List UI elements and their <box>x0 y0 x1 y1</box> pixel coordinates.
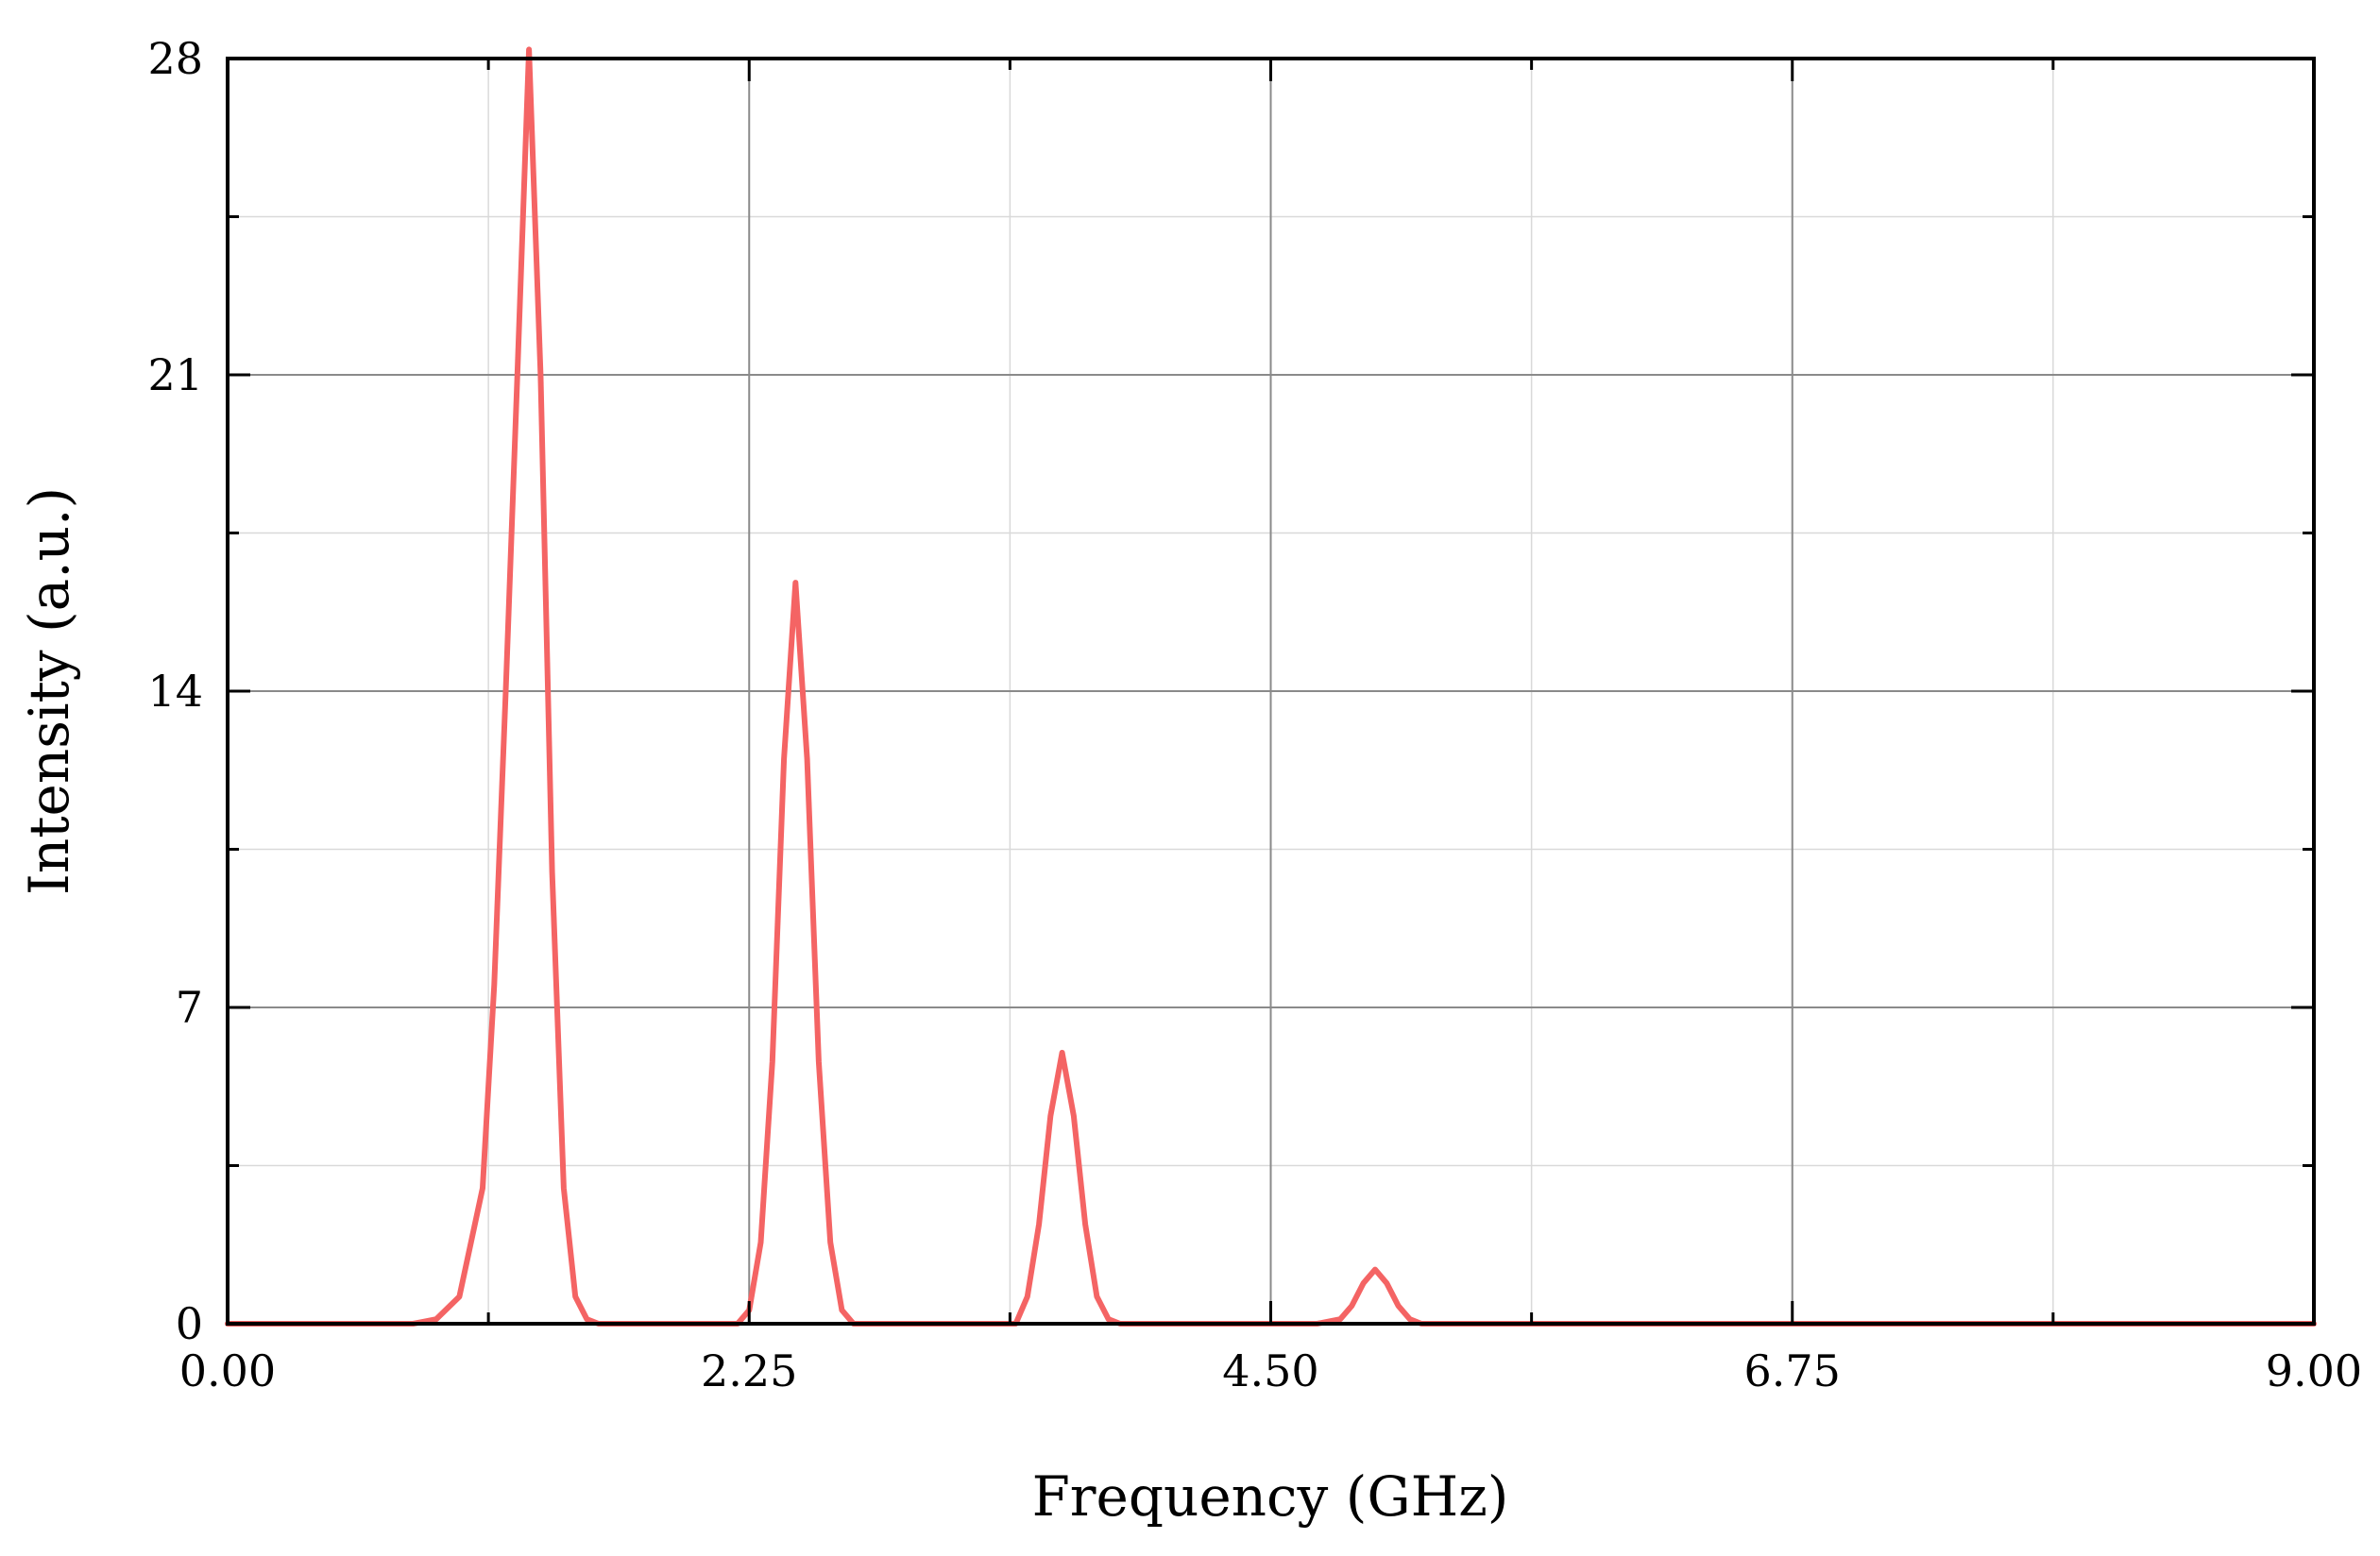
plot-frame <box>226 57 2316 1326</box>
y-tick-label: 7 <box>176 982 203 1033</box>
y-tick-label: 0 <box>176 1298 203 1349</box>
x-tick-label: 0.00 <box>179 1345 276 1396</box>
grid <box>227 58 2315 1325</box>
x-tick-label: 6.75 <box>1744 1345 1841 1396</box>
x-tick-label: 9.00 <box>2266 1345 2362 1396</box>
x-axis-title: Frequency (GHz) <box>1032 1464 1509 1529</box>
y-tick-label: 28 <box>147 33 203 84</box>
y-axis-title: Intensity (a.u.) <box>17 487 81 895</box>
series-line-0 <box>225 46 2317 1327</box>
tick-labels: 0.00 2.25 4.50 6.75 9.00 0 7 14 21 28 <box>147 33 2362 1396</box>
y-tick-label: 21 <box>147 349 203 400</box>
x-tick-label: 2.25 <box>701 1345 797 1396</box>
y-tick-label: 14 <box>147 666 203 717</box>
x-tick-label: 4.50 <box>1222 1345 1318 1396</box>
